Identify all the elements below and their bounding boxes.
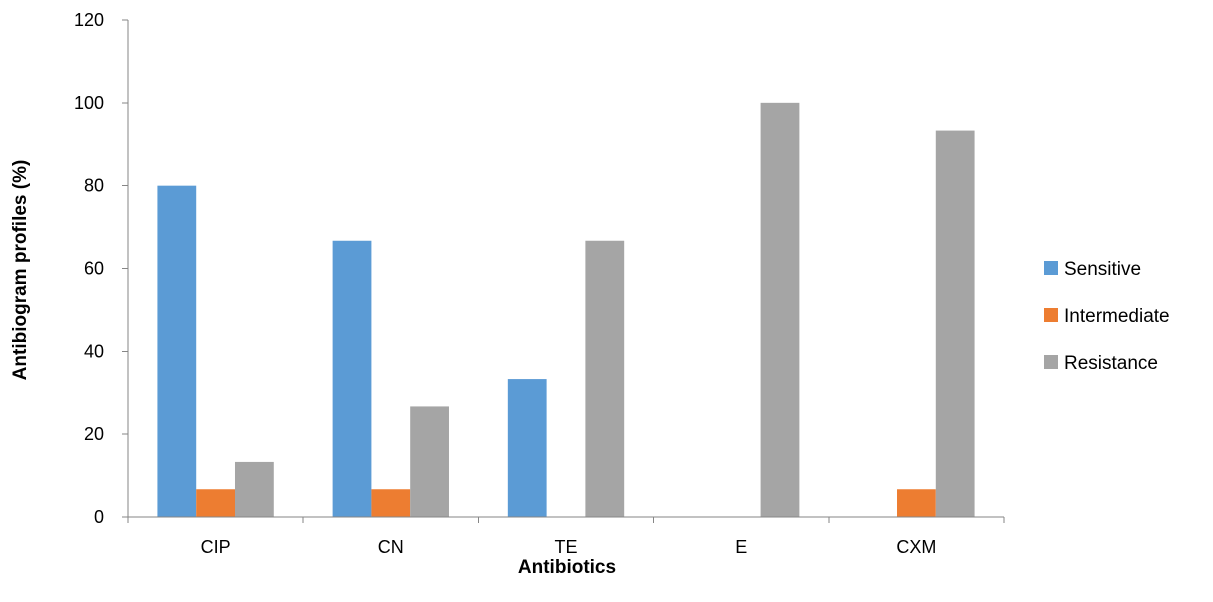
y-tick-label: 60 xyxy=(84,259,104,279)
y-tick-label: 120 xyxy=(74,10,104,30)
legend-swatch-resistance xyxy=(1044,355,1058,369)
bar-resistance-te xyxy=(585,240,625,517)
x-tick-label: E xyxy=(735,537,747,557)
bar-resistance-cxm xyxy=(935,130,975,517)
x-tick-label: CXM xyxy=(896,537,936,557)
x-tick-label: CIP xyxy=(201,537,231,557)
bar-intermediate-cip xyxy=(196,489,235,517)
legend-label-resistance: Resistance xyxy=(1064,353,1158,374)
y-tick-label: 40 xyxy=(84,341,104,361)
bar-sensitive-cip xyxy=(157,185,197,518)
plot-area xyxy=(157,102,975,518)
legend-label-intermediate: Intermediate xyxy=(1064,306,1170,327)
x-axis: CIP CN TE E CXM xyxy=(127,516,1005,557)
bar-intermediate-cn xyxy=(371,489,411,517)
bar-sensitive-te xyxy=(507,379,547,517)
y-tick-label: 100 xyxy=(74,93,104,113)
bar-sensitive-cn xyxy=(332,240,372,517)
bar-resistance-cn xyxy=(410,406,449,517)
bar-resistance-cip xyxy=(234,461,274,517)
y-tick-label: 20 xyxy=(84,424,104,444)
bar-resistance-e xyxy=(760,102,800,517)
bar-intermediate-cxm xyxy=(897,489,936,517)
y-tick-label: 80 xyxy=(84,176,104,196)
x-axis-title: Antibiotics xyxy=(518,557,616,578)
y-tick-label: 0 xyxy=(94,507,104,527)
x-tick-label: CN xyxy=(378,537,404,557)
legend-swatch-intermediate xyxy=(1044,308,1058,322)
legend: Sensitive Intermediate Resistance xyxy=(1044,259,1170,374)
x-tick-label: TE xyxy=(554,537,577,557)
y-axis-title: Antibiogram profiles (%) xyxy=(10,160,31,381)
y-axis: 0 20 40 60 80 100 120 xyxy=(74,10,129,527)
legend-swatch-sensitive xyxy=(1044,261,1058,275)
legend-label-sensitive: Sensitive xyxy=(1064,259,1141,280)
